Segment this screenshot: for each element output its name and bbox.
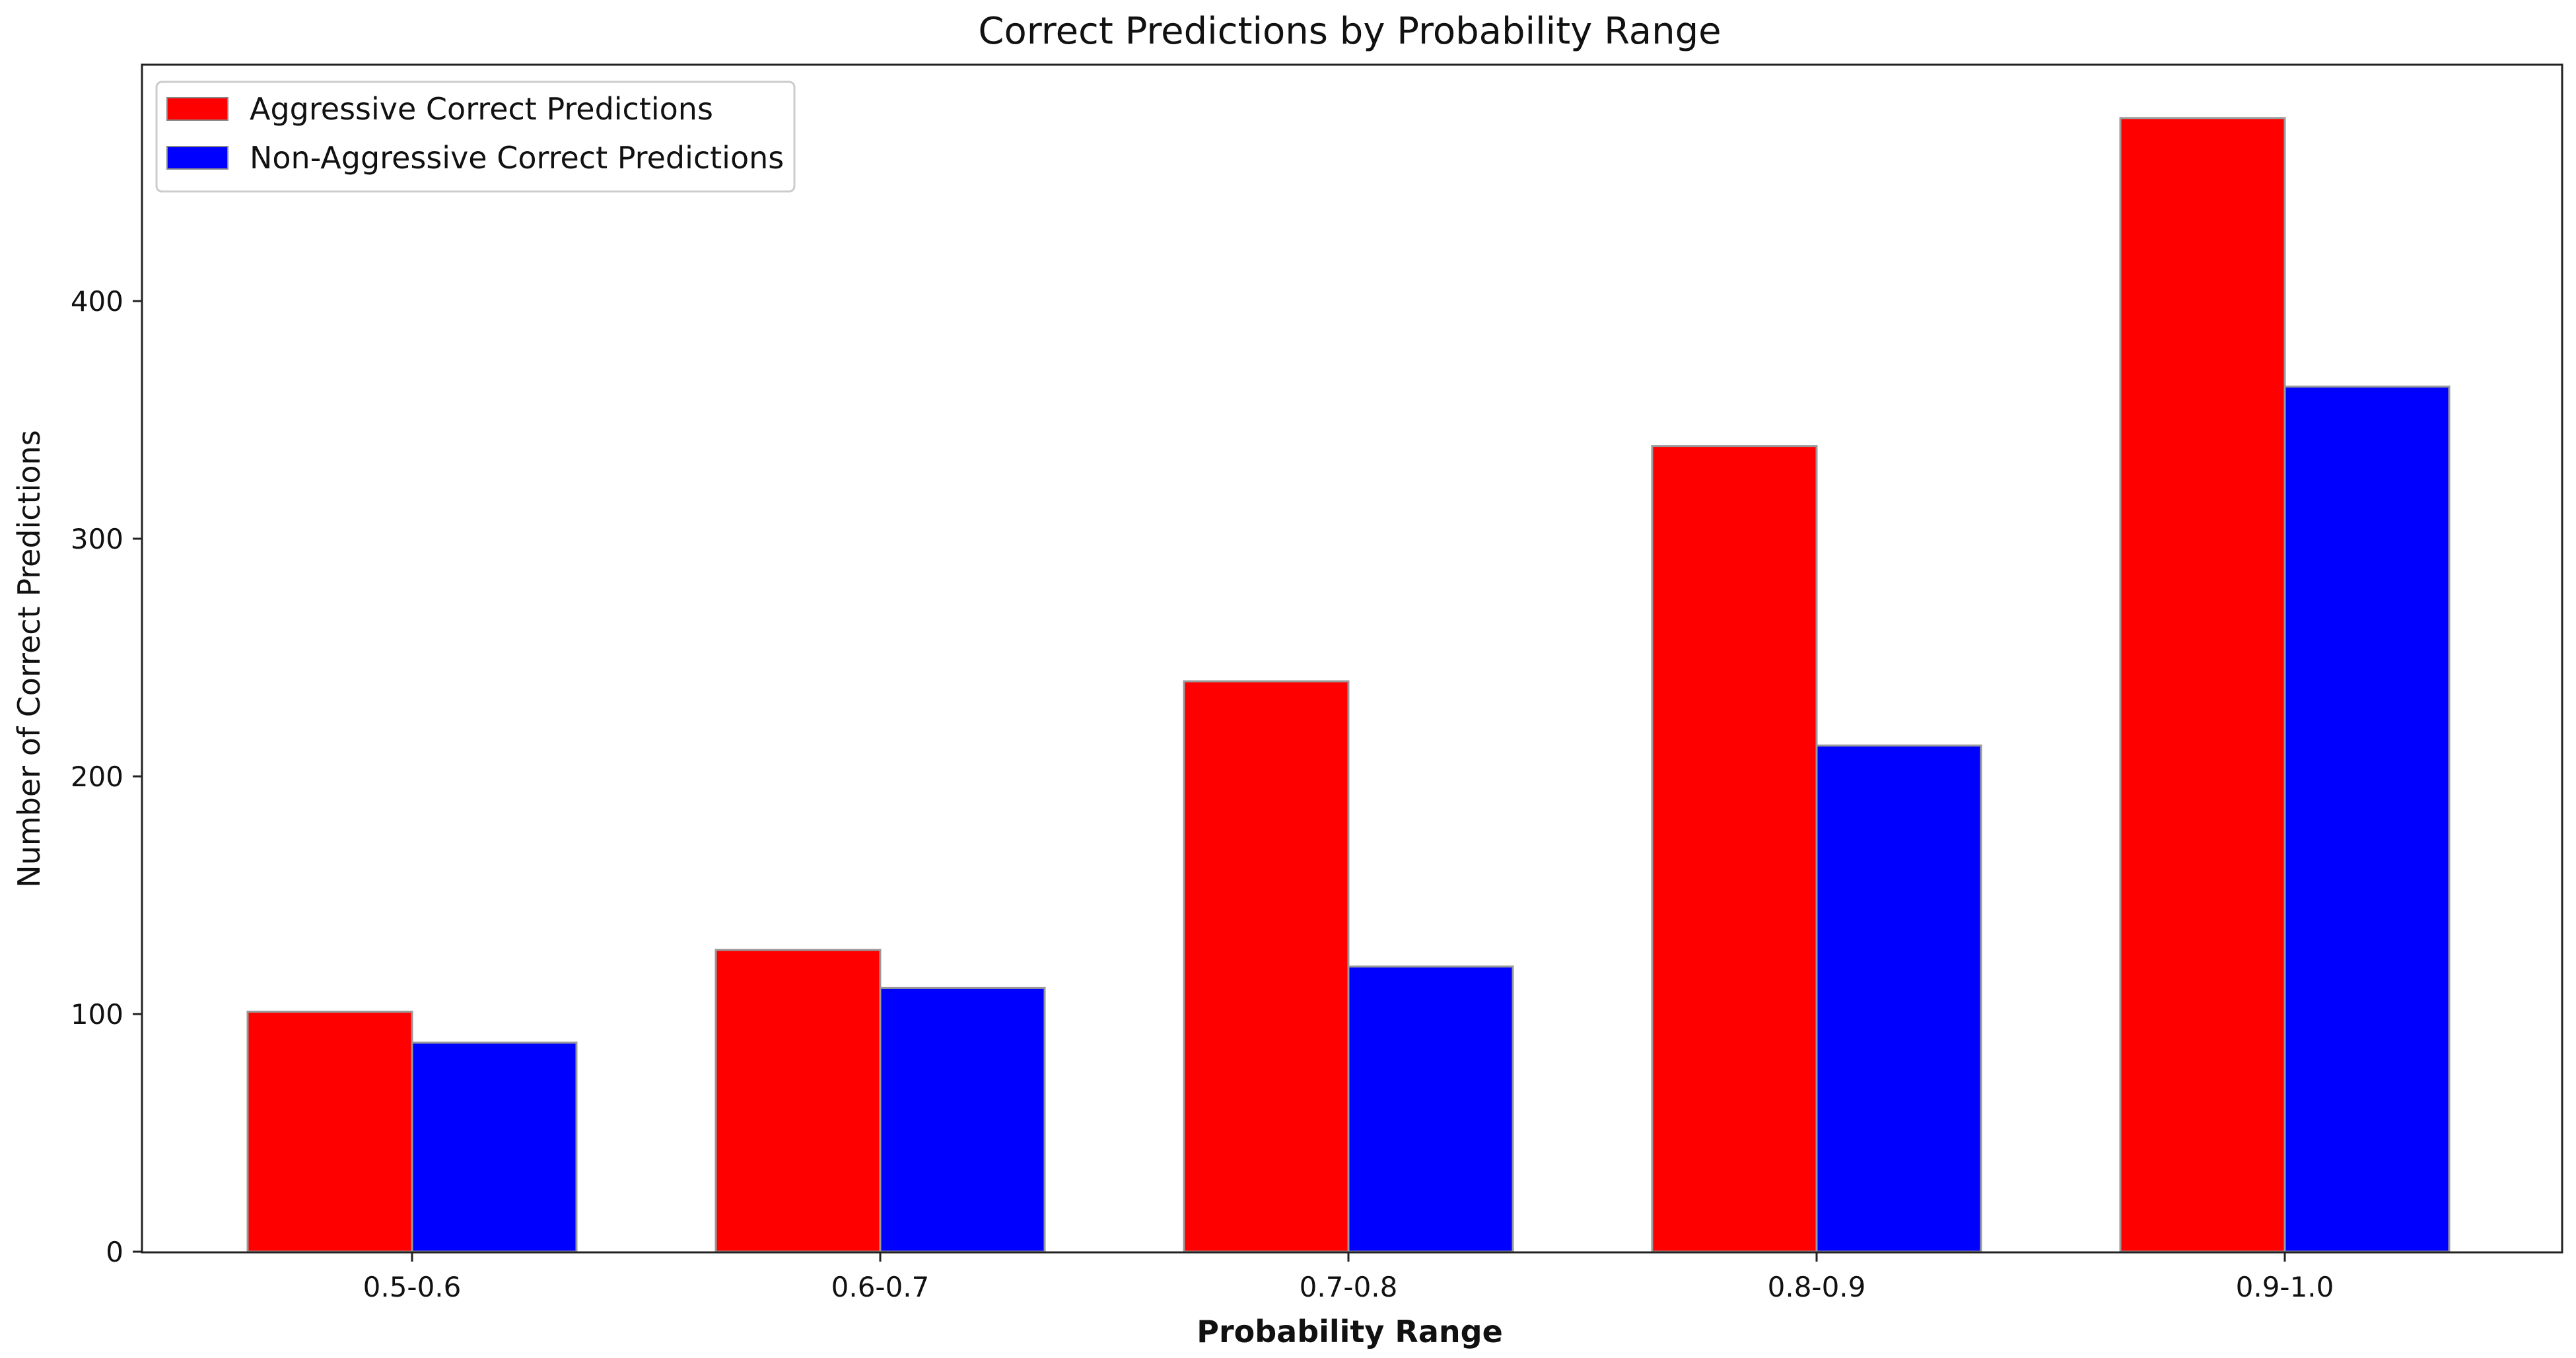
x-tick-label: 0.6-0.7 <box>831 1271 930 1303</box>
legend-label-aggressive: Aggressive Correct Predictions <box>250 91 713 127</box>
legend-box <box>155 81 796 193</box>
legend-swatch-non-aggressive <box>166 146 228 170</box>
bar-aggressive-0.9-1.0 <box>2119 117 2286 1253</box>
bar-non-aggressive-0.9-1.0 <box>2283 386 2451 1253</box>
y-tick-label: 400 <box>71 285 123 318</box>
y-tick-label: 100 <box>71 998 123 1031</box>
bar-non-aggressive-0.6-0.7 <box>879 986 1046 1253</box>
x-axis-label: Probability Range <box>1197 1314 1503 1349</box>
bar-aggressive-0.6-0.7 <box>714 949 882 1253</box>
y-tick-label: 300 <box>71 523 123 555</box>
legend: Aggressive Correct Predictions Non-Aggre… <box>155 81 796 193</box>
x-tick-label: 0.7-0.8 <box>1300 1271 1398 1303</box>
y-tick-label: 0 <box>106 1236 123 1268</box>
y-axis: 0 100 200 300 400 <box>71 285 142 1268</box>
bar-aggressive-0.7-0.8 <box>1183 680 1350 1253</box>
bar-aggressive-0.8-0.9 <box>1651 445 1818 1253</box>
legend-swatch-aggressive <box>166 97 228 121</box>
legend-label-non-aggressive: Non-Aggressive Correct Predictions <box>250 140 784 176</box>
y-tick-label: 200 <box>71 761 123 793</box>
plot-area-frame <box>141 63 2563 1254</box>
x-tick-label: 0.8-0.9 <box>1768 1271 1866 1303</box>
bar-non-aggressive-0.8-0.9 <box>1815 744 1982 1253</box>
chart-title: Correct Predictions by Probability Range <box>978 10 1721 53</box>
x-tick-label: 0.9-1.0 <box>2236 1271 2334 1303</box>
bars-group <box>246 117 2451 1253</box>
bar-non-aggressive-0.7-0.8 <box>1347 965 1514 1253</box>
y-axis-label: Number of Correct Predictions <box>11 430 47 887</box>
x-tick-label: 0.5-0.6 <box>363 1271 462 1303</box>
bar-non-aggressive-0.5-0.6 <box>411 1041 578 1253</box>
bar-aggressive-0.5-0.6 <box>246 1010 413 1253</box>
x-axis: 0.5-0.6 0.6-0.7 0.7-0.8 0.8-0.9 0.9-1.0 <box>363 1252 2334 1303</box>
